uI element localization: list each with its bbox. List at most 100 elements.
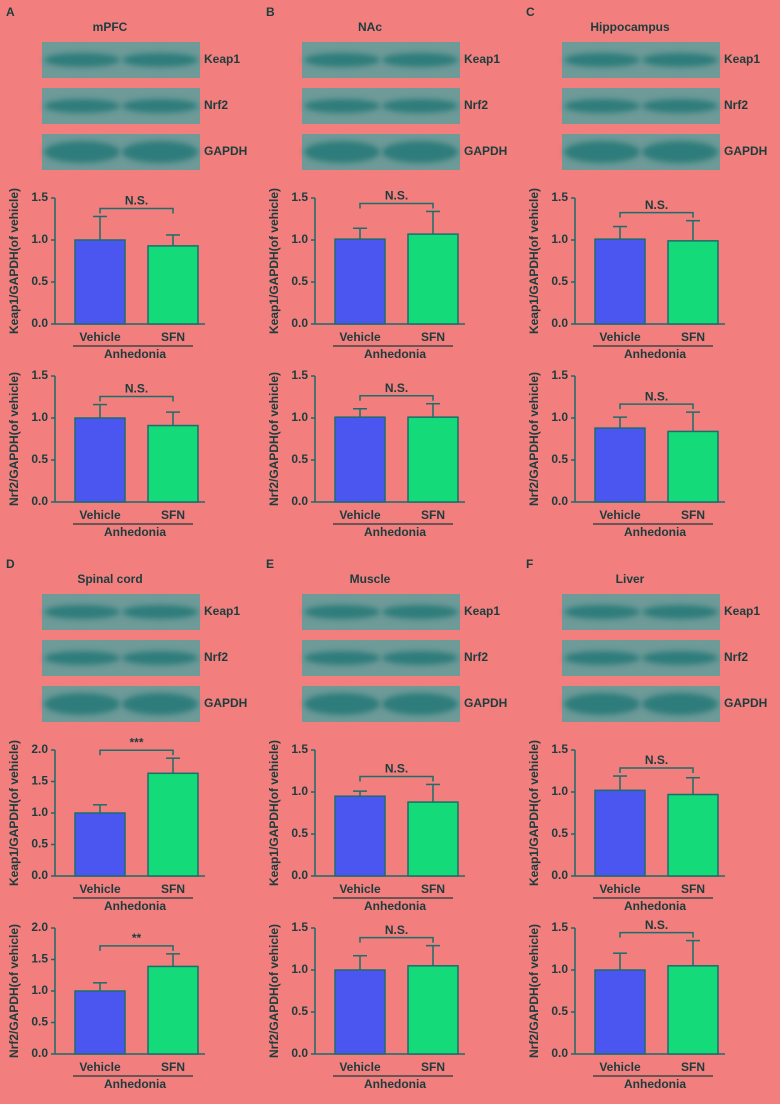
y-tick-label: 1.5 — [31, 774, 48, 788]
x-tick-label: Vehicle — [79, 330, 121, 344]
y-tick-label: 0.5 — [291, 826, 308, 840]
y-tick-label: 0.0 — [31, 1046, 48, 1060]
significance-label: N.S. — [645, 198, 668, 212]
bar — [407, 233, 459, 325]
y-tick-label: 0.0 — [551, 868, 568, 882]
blot-label: Nrf2 — [204, 98, 228, 112]
y-tick-label: 1.5 — [291, 920, 308, 934]
significance-bracket — [359, 394, 434, 401]
blot-band — [122, 605, 198, 619]
bar — [667, 240, 719, 325]
bar — [407, 965, 459, 1055]
y-axis-label: Keap1/GAPDH(of vehicle) — [527, 740, 541, 886]
y-tick-label: 1.0 — [551, 410, 568, 424]
bar — [334, 238, 386, 325]
blot-label: GAPDH — [204, 696, 247, 710]
significance-bracket — [619, 767, 694, 774]
blot-band — [304, 693, 380, 715]
blot-band — [382, 141, 458, 163]
significance-label: N.S. — [125, 382, 148, 396]
blot-band — [564, 651, 640, 665]
y-tick-label: 1.5 — [551, 190, 568, 204]
y-tick-label: 0.5 — [551, 1004, 568, 1018]
blot-band — [44, 141, 120, 163]
group-label: Anhedonia — [364, 899, 426, 913]
bar — [74, 812, 126, 877]
y-tick-label: 0.0 — [291, 1046, 308, 1060]
y-tick-label: 1.5 — [291, 742, 308, 756]
bar — [667, 430, 719, 503]
significance-bracket — [99, 207, 174, 214]
group-label: Anhedonia — [624, 525, 686, 539]
bar — [147, 965, 199, 1055]
significance-label: N.S. — [385, 381, 408, 395]
blot-band — [122, 651, 198, 665]
y-tick-label: 1.5 — [31, 368, 48, 382]
y-tick-label: 0.5 — [291, 452, 308, 466]
blot-band — [304, 651, 380, 665]
blot-band — [642, 99, 718, 113]
y-axis-label: Keap1/GAPDH(of vehicle) — [267, 188, 281, 334]
blot-band — [382, 651, 458, 665]
y-tick-label: 0.5 — [31, 274, 48, 288]
y-axis-label: Nrf2/GAPDH(of vehicle) — [527, 924, 541, 1058]
group-label: Anhedonia — [364, 525, 426, 539]
blot-band — [304, 99, 380, 113]
significance-label: N.S. — [645, 389, 668, 403]
blot-label: GAPDH — [204, 144, 247, 158]
y-tick-label: 0.5 — [291, 1004, 308, 1018]
x-tick-label: Vehicle — [599, 508, 641, 522]
group-label: Anhedonia — [624, 347, 686, 361]
blot-band — [642, 651, 718, 665]
y-axis-label: Keap1/GAPDH(of vehicle) — [7, 740, 21, 886]
bar — [74, 417, 126, 503]
blot-label: Nrf2 — [464, 98, 488, 112]
y-axis-label: Nrf2/GAPDH(of vehicle) — [7, 372, 21, 506]
blot-band — [304, 141, 380, 163]
y-tick-label: 0.0 — [291, 494, 308, 508]
significance-label: N.S. — [385, 923, 408, 937]
y-tick-label: 0.0 — [31, 316, 48, 330]
y-tick-label: 0.5 — [291, 274, 308, 288]
y-tick-label: 1.0 — [551, 962, 568, 976]
panel-title: NAc — [358, 20, 382, 34]
y-axis-label: Keap1/GAPDH(of vehicle) — [267, 740, 281, 886]
panel-title: Liver — [616, 572, 645, 586]
bar — [594, 238, 646, 325]
group-label: Anhedonia — [104, 347, 166, 361]
y-tick-label: 1.5 — [551, 368, 568, 382]
bar — [147, 424, 199, 503]
y-tick-label: 1.0 — [31, 410, 48, 424]
x-tick-label: Vehicle — [79, 508, 121, 522]
blot-label: Nrf2 — [464, 650, 488, 664]
group-label: Anhedonia — [624, 1077, 686, 1091]
blot-band — [382, 693, 458, 715]
y-tick-label: 0.0 — [551, 494, 568, 508]
blot-band — [642, 141, 718, 163]
blot-band — [642, 693, 718, 715]
blot-band — [44, 605, 120, 619]
x-tick-label: SFN — [421, 508, 445, 522]
significance-label: N.S. — [385, 762, 408, 776]
group-label: Anhedonia — [624, 899, 686, 913]
blot-band — [304, 605, 380, 619]
group-label: Anhedonia — [364, 1077, 426, 1091]
y-tick-label: 1.0 — [551, 232, 568, 246]
blot-band — [44, 651, 120, 665]
y-axis-label: Nrf2/GAPDH(of vehicle) — [267, 372, 281, 506]
y-tick-label: 0.5 — [551, 452, 568, 466]
bar — [334, 416, 386, 503]
blot-label: Keap1 — [724, 604, 760, 618]
blot-label: Keap1 — [204, 604, 240, 618]
y-tick-label: 0.5 — [31, 1015, 48, 1029]
y-tick-label: 0.0 — [551, 1046, 568, 1060]
blot-band — [564, 693, 640, 715]
bar — [147, 245, 199, 325]
blot-label: Keap1 — [204, 52, 240, 66]
blot-label: Nrf2 — [724, 98, 748, 112]
y-tick-label: 1.0 — [31, 805, 48, 819]
x-tick-label: SFN — [681, 1060, 705, 1074]
x-tick-label: Vehicle — [79, 1060, 121, 1074]
x-tick-label: SFN — [161, 508, 185, 522]
